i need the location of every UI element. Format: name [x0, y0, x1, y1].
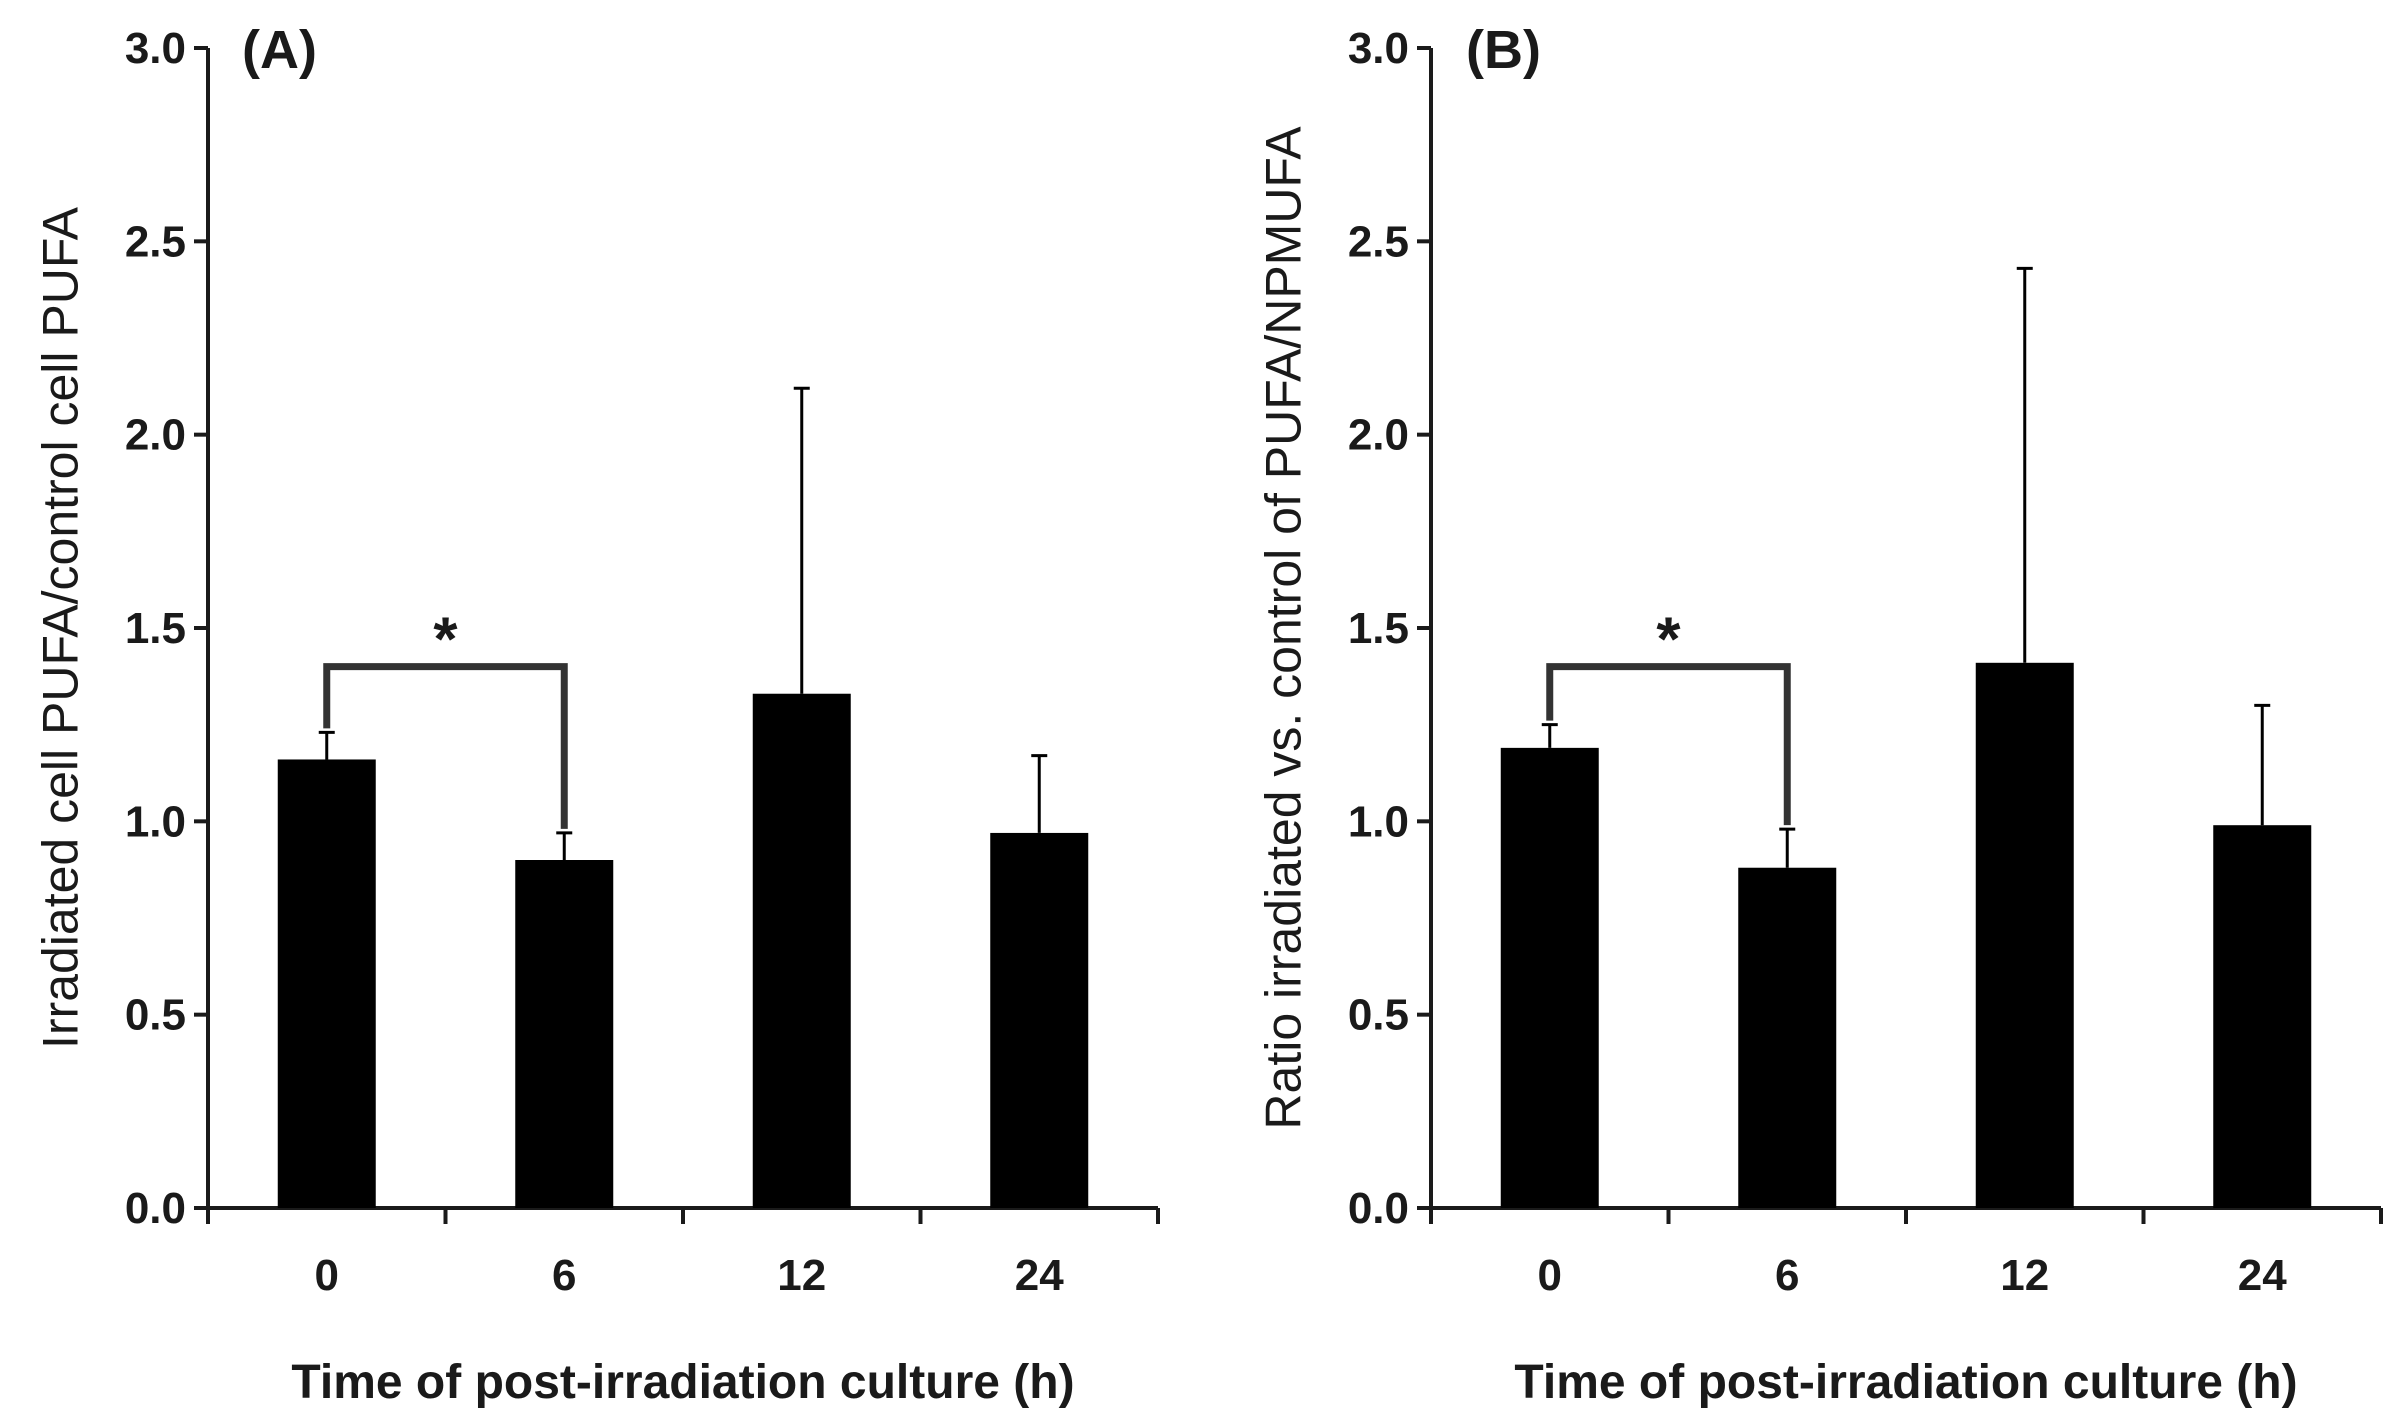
significance-star: * [1656, 606, 1681, 675]
significance-bracket [323, 663, 568, 829]
y-axis-title: Ratio irradiated vs. control of PUFA/NPM… [1256, 126, 1312, 1130]
bar-12 [1975, 662, 2074, 1208]
panel-b: 0.0 0.5 1.0 1.5 2.0 2.5 3.0 0 6 12 24 * (B) Ratio irr… [1256, 20, 2383, 1409]
bar-12 [752, 693, 851, 1208]
y-tick-label: 2.0 [1348, 411, 1409, 460]
bar-0 [1500, 747, 1599, 1208]
y-tick-label: 0.0 [125, 1184, 186, 1233]
y-tick-label: 2.5 [1348, 217, 1409, 266]
panel-label: (B) [1466, 20, 1541, 80]
bar-6 [1738, 867, 1837, 1208]
y-tick-label: 1.0 [125, 797, 186, 846]
bar-24 [990, 832, 1089, 1208]
y-tick-label: 2.0 [125, 411, 186, 460]
y-tick-label: 3.0 [125, 24, 186, 73]
y-tick-label: 1.5 [125, 604, 186, 653]
significance-bracket [1546, 663, 1791, 826]
x-tick-label: 0 [1538, 1251, 1562, 1300]
panel-a: 0.0 0.5 1.0 1.5 2.0 2.5 3.0 0 6 12 24 * (A) Irradiate… [33, 20, 1160, 1409]
panel-label: (A) [242, 20, 317, 80]
x-tick-label: 6 [1775, 1251, 1799, 1300]
y-tick-label: 0.0 [1348, 1184, 1409, 1233]
x-tick-label: 24 [2238, 1251, 2287, 1300]
significance-star: * [433, 606, 458, 675]
y-tick-label: 3.0 [1348, 24, 1409, 73]
x-axis-title: Time of post-irradiation culture (h) [291, 1356, 1074, 1409]
y-tick-label: 1.5 [1348, 604, 1409, 653]
y-axis-title: Irradiated cell PUFA/control cell PUFA [33, 206, 89, 1049]
bar-6 [515, 860, 614, 1208]
y-tick-label: 1.0 [1348, 797, 1409, 846]
x-tick-label: 12 [777, 1251, 826, 1300]
x-tick-label: 12 [2000, 1251, 2049, 1300]
bar-0 [277, 759, 376, 1208]
y-tick-label: 0.5 [1348, 991, 1409, 1040]
x-tick-label: 0 [315, 1251, 339, 1300]
x-axis-title: Time of post-irradiation culture (h) [1514, 1356, 2297, 1409]
bar-24 [2213, 825, 2312, 1208]
y-tick-label: 0.5 [125, 991, 186, 1040]
x-tick-label: 24 [1015, 1251, 1064, 1300]
x-tick-label: 6 [552, 1251, 576, 1300]
y-tick-label: 2.5 [125, 217, 186, 266]
